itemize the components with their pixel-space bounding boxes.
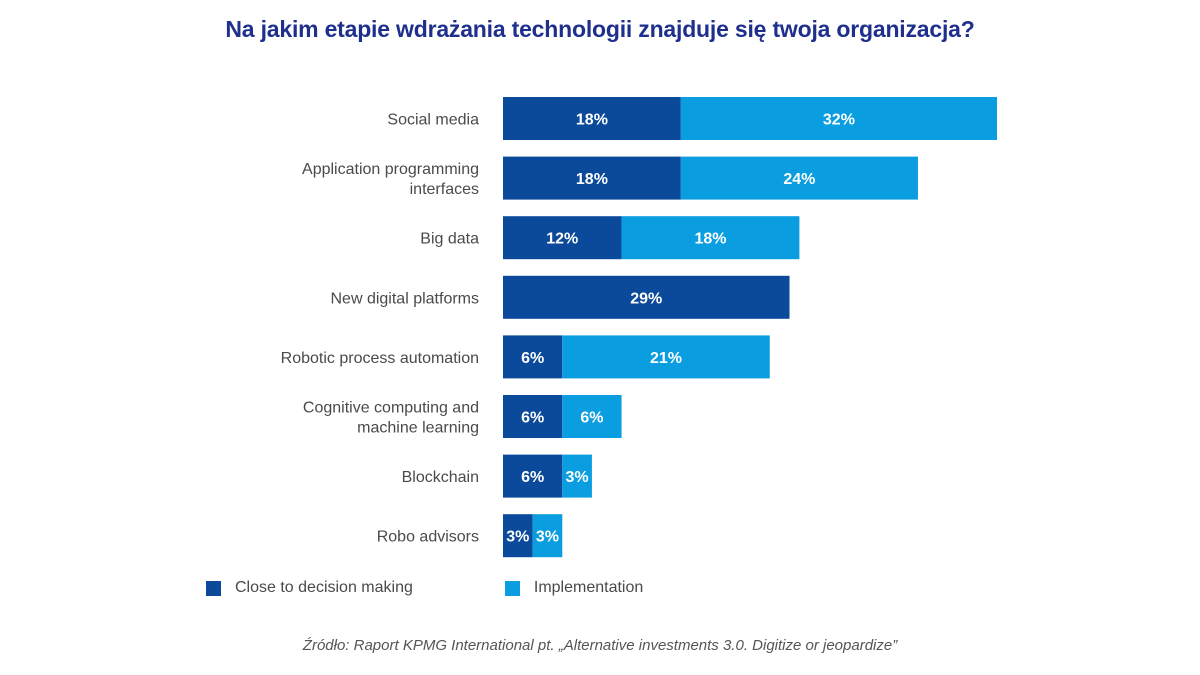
category-label-line: Robotic process automation [281,350,479,367]
bar-big-data-implementation [621,216,800,260]
bar-blockchain-implementation [562,454,592,498]
bar-big-data-decision [503,216,622,260]
bar-blockchain-decision [503,454,563,498]
category-label-cognitive-computing-and-machine-learning: Cognitive computing and machine learning [303,400,479,437]
value-label-cognitive-computing-and-machine-learning-decision: 6% [521,410,544,427]
value-label-new-digital-platforms-decision: 29% [630,290,662,307]
category-label-line: Blockchain [402,469,479,486]
category-label-line: Social media [387,112,479,129]
value-label-blockchain-implementation: 3% [566,469,589,486]
legend-swatch-decision [206,580,221,596]
value-label-application-programming-interfaces-implementation: 24% [783,171,815,188]
bar-cognitive-computing-and-machine-learning-implementation [562,395,622,438]
value-label-big-data-implementation: 18% [694,231,726,248]
legend-label-implementation: Implementation [533,579,644,596]
bar-robo-advisors-implementation [532,514,563,558]
value-label-cognitive-computing-and-machine-learning-implementation: 6% [580,410,603,427]
bar-robotic-process-automation-implementation [562,335,770,379]
value-label-robo-advisors-implementation: 3% [536,529,559,546]
value-label-blockchain-decision: 6% [521,469,544,486]
bar-application-programming-interfaces-implementation [680,156,918,200]
value-label-robotic-process-automation-implementation: 21% [650,350,682,367]
bar-social-media-decision [503,97,681,140]
legend: Close to decision making Implementation [206,579,735,597]
legend-item-implementation: Implementation [504,579,644,597]
value-label-social-media-implementation: 32% [823,112,855,129]
bar-cognitive-computing-and-machine-learning-decision [503,395,563,438]
legend-item-decision: Close to decision making [206,579,413,597]
legend-swatch-implementation [504,580,520,596]
bar-application-programming-interfaces-decision [503,156,681,200]
value-label-robotic-process-automation-decision: 6% [521,350,544,367]
category-label-line: Big data [420,231,479,248]
value-label-social-media-decision: 18% [576,112,608,129]
category-label-line: Robo advisors [377,529,479,546]
category-label-new-digital-platforms: New digital platforms [331,290,480,307]
category-label-social-media: Social media [387,112,479,129]
category-label-robo-advisors: Robo advisors [377,529,479,546]
value-label-application-programming-interfaces-decision: 18% [576,171,608,188]
category-label-robotic-process-automation: Robotic process automation [281,350,479,367]
category-label-application-programming-interfaces: Application programming interfaces [302,161,479,198]
bar-social-media-implementation [680,97,997,140]
value-label-robo-advisors-decision: 3% [506,529,529,546]
bar-robo-advisors-decision [503,514,533,558]
bar-robotic-process-automation-decision [503,335,563,379]
category-label-line: New digital platforms [331,290,480,307]
category-label-line: Cognitive computing and [303,400,479,417]
source-note: Źródło: Raport KPMG International pt. „A… [302,637,898,654]
category-label-blockchain: Blockchain [402,469,479,486]
chart-title: Na jakim etapie wdrażania technologii zn… [225,16,975,42]
category-label-line: Application programming [302,161,479,178]
legend-label-decision: Close to decision making [235,579,413,596]
category-label-big-data: Big data [420,231,479,248]
category-label-line: interfaces [410,181,479,198]
bar-new-digital-platforms-decision [503,275,790,319]
value-label-big-data-decision: 12% [546,231,578,248]
category-label-line: machine learning [357,420,479,437]
